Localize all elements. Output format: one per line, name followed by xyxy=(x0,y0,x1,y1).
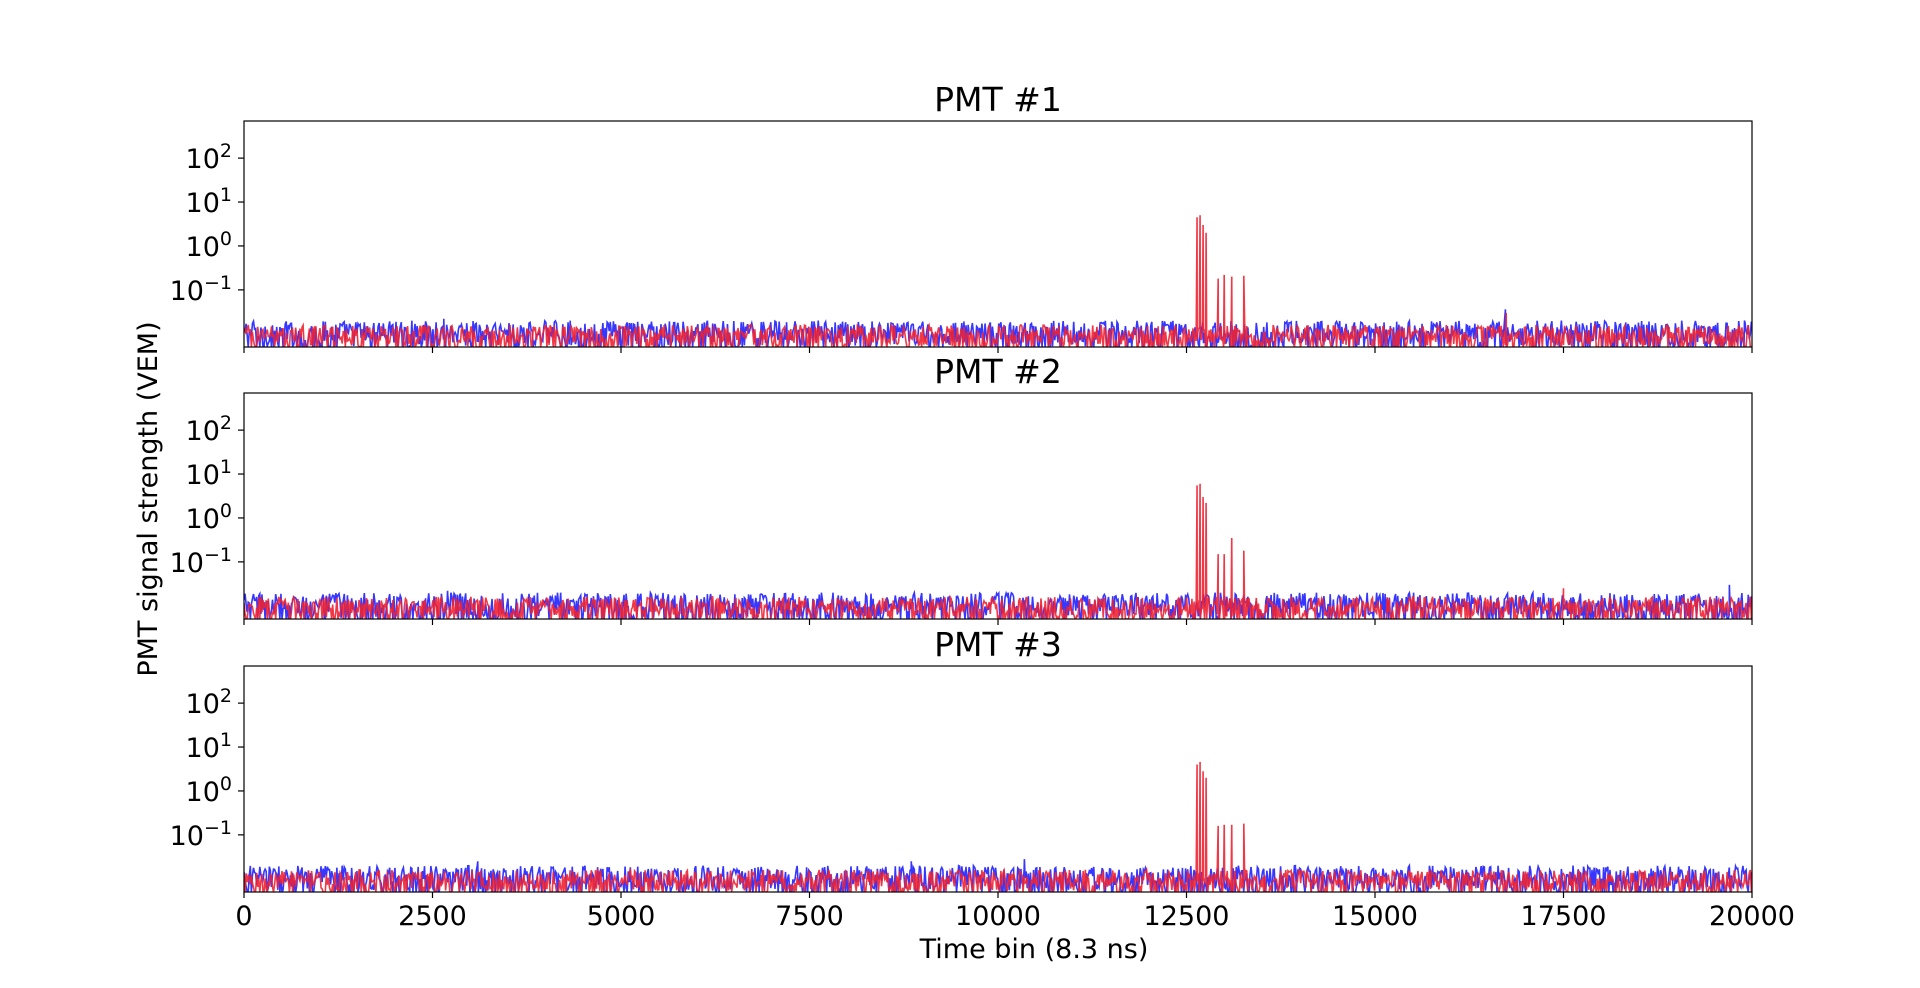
y-tick-exponent: −1 xyxy=(204,817,232,839)
y-tick-exponent: 0 xyxy=(220,500,232,522)
x-tick-label: 20000 xyxy=(1709,901,1795,932)
y-tick-base: 10 xyxy=(186,232,220,263)
y-tick-base: 10 xyxy=(186,144,220,175)
x-tick-label: 7500 xyxy=(775,901,844,932)
y-tick-exponent: 1 xyxy=(220,729,232,751)
y-tick-exponent: 1 xyxy=(220,184,232,206)
y-tick-exponent: 1 xyxy=(220,456,232,478)
x-tick-label: 12500 xyxy=(1144,901,1230,932)
y-tick-exponent: 2 xyxy=(220,140,232,162)
y-tick-label: 10−1 xyxy=(170,544,232,579)
panel-title: PMT #3 xyxy=(934,625,1062,664)
y-tick-label: 100 xyxy=(186,500,232,535)
y-tick-base: 10 xyxy=(186,460,220,491)
y-tick-base: 10 xyxy=(186,777,220,808)
y-tick-base: 10 xyxy=(186,416,220,447)
y-tick-exponent: 2 xyxy=(220,685,232,707)
plot-frame xyxy=(243,392,1753,620)
x-tick-label: 10000 xyxy=(955,901,1041,932)
y-tick-label: 10−1 xyxy=(170,272,232,307)
x-tick-label: 15000 xyxy=(1332,901,1418,932)
y-tick-label: 102 xyxy=(186,412,232,447)
y-tick-base: 10 xyxy=(170,548,204,579)
y-tick-label: 101 xyxy=(186,184,232,219)
y-tick-label: 100 xyxy=(186,773,232,808)
y-tick-base: 10 xyxy=(186,689,220,720)
y-tick-exponent: 2 xyxy=(220,412,232,434)
plot-frame xyxy=(243,665,1753,893)
x-tick-label: 5000 xyxy=(587,901,656,932)
trace-series-2 xyxy=(244,761,1752,892)
y-tick-label: 102 xyxy=(186,685,232,720)
y-tick-base: 10 xyxy=(170,276,204,307)
y-tick-exponent: 0 xyxy=(220,228,232,250)
y-tick-exponent: −1 xyxy=(204,544,232,566)
y-tick-label: 101 xyxy=(186,456,232,491)
trace-series-2 xyxy=(244,215,1752,347)
y-tick-base: 10 xyxy=(170,821,204,852)
y-tick-label: 102 xyxy=(186,140,232,175)
y-tick-base: 10 xyxy=(186,733,220,764)
plot-frame xyxy=(243,120,1753,348)
y-tick-exponent: −1 xyxy=(204,272,232,294)
y-tick-exponent: 0 xyxy=(220,773,232,795)
y-axis-label: PMT signal strength (VEM) xyxy=(133,321,164,676)
y-tick-label: 101 xyxy=(186,729,232,764)
x-tick-label: 0 xyxy=(235,901,252,932)
panel-title: PMT #2 xyxy=(934,352,1062,391)
y-tick-base: 10 xyxy=(186,504,220,535)
y-tick-base: 10 xyxy=(186,188,220,219)
x-axis-label: Time bin (8.3 ns) xyxy=(919,934,1149,965)
x-tick-label: 17500 xyxy=(1521,901,1607,932)
trace-series-2 xyxy=(244,483,1752,619)
x-tick-label: 2500 xyxy=(398,901,467,932)
panel-title: PMT #1 xyxy=(934,80,1062,119)
y-tick-label: 100 xyxy=(186,228,232,263)
y-tick-label: 10−1 xyxy=(170,817,232,852)
